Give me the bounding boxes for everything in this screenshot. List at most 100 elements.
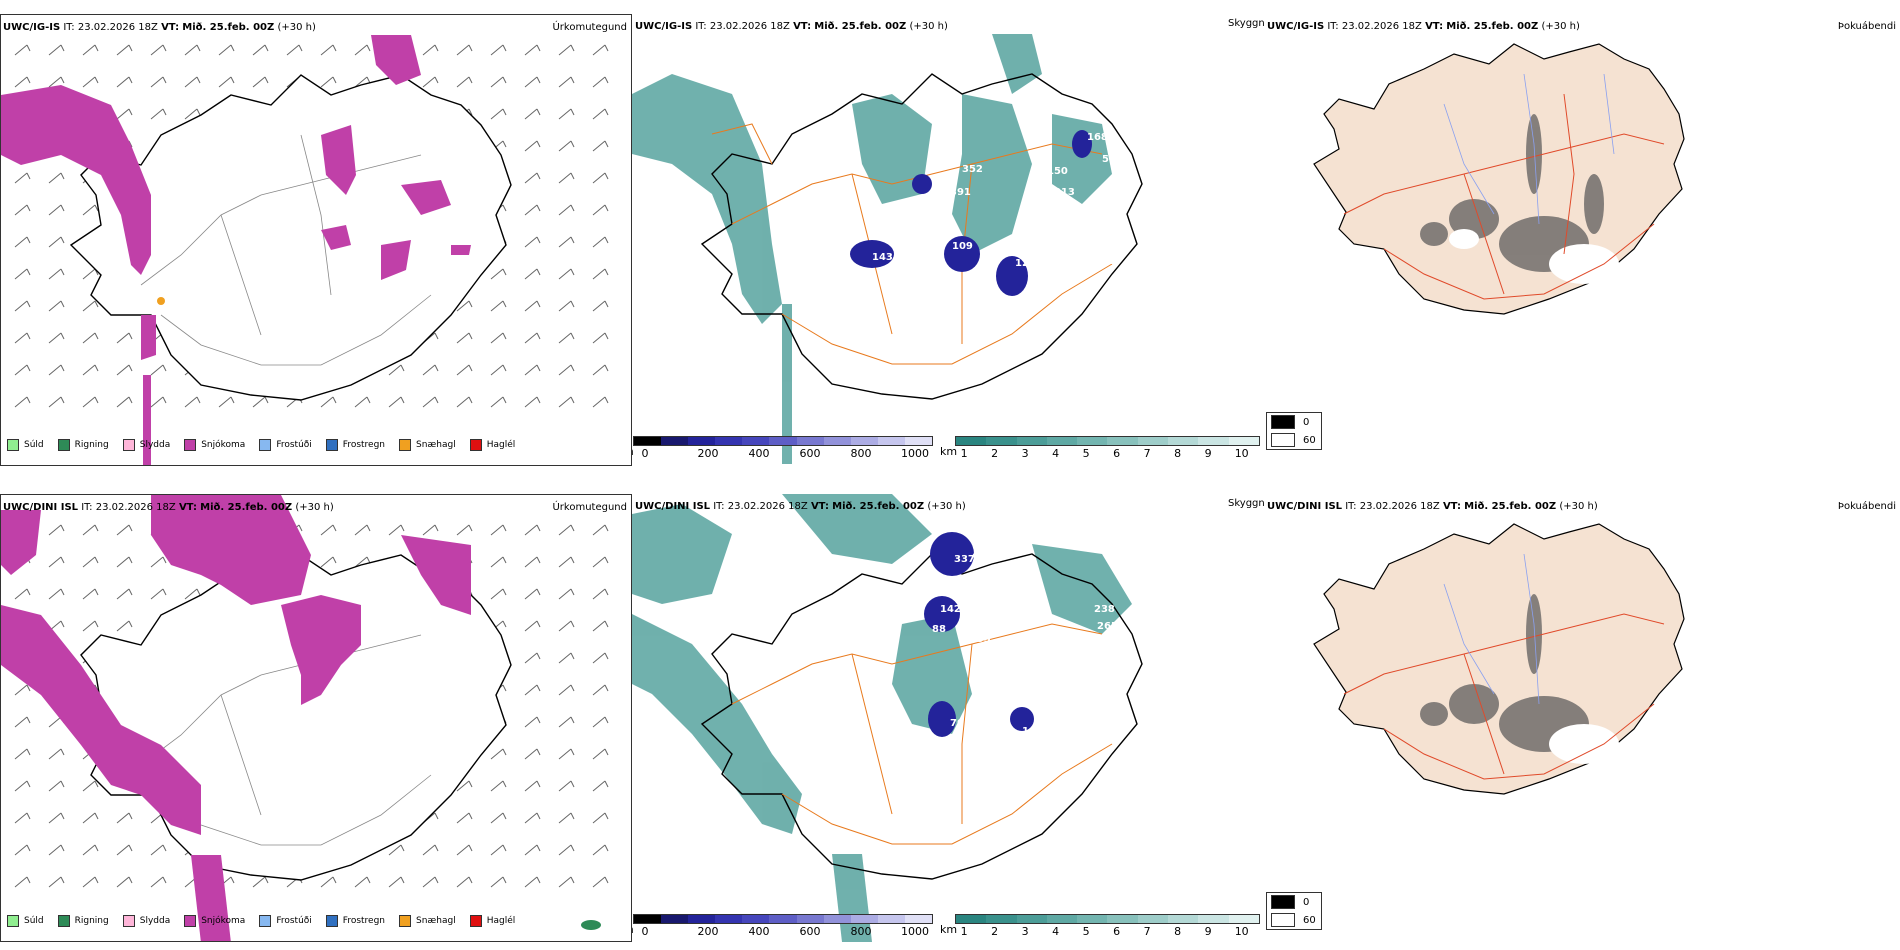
wind-barb: [558, 876, 575, 888]
wind-barb: [14, 236, 31, 248]
scale-tick-label: 800: [850, 925, 872, 938]
wind-barb: [558, 652, 575, 664]
wind-barb: [524, 364, 541, 376]
scale-swatch: [986, 915, 1017, 923]
scale-swatch: [1198, 437, 1229, 445]
scale-swatch: [1077, 915, 1108, 923]
precip-title-bottom: Úrkomutegund: [552, 502, 627, 513]
wind-barb: [592, 172, 609, 184]
wind-barb: [354, 524, 371, 536]
wind-barb: [558, 620, 575, 632]
rivers: [1443, 553, 1540, 705]
wind-barb: [592, 652, 609, 664]
wind-barb: [592, 396, 609, 408]
scale-tick-label: 6: [1113, 447, 1121, 460]
scale-swatch: [742, 437, 770, 445]
cloud-base-label: 213: [1054, 187, 1075, 198]
wind-barb: [150, 876, 167, 888]
wind-barb: [456, 780, 473, 792]
wind-barb: [14, 588, 31, 600]
roads: [731, 623, 1113, 845]
wind-barb: [82, 556, 99, 568]
precip-map-bottom: UWC/DINI ISL IT: 23.02.2026 18Z VT: Mið.…: [0, 494, 632, 942]
cloud-base-label: 193: [970, 634, 991, 645]
rain-spot: [581, 920, 601, 930]
scale-swatch: [1107, 437, 1138, 445]
wind-barb: [558, 844, 575, 856]
fog-map-bottom: UWC/DINI ISL IT: 23.02.2026 18Z VT: Mið.…: [1264, 494, 1900, 890]
scale-tick-label: 200: [697, 447, 719, 460]
wind-barb: [354, 876, 371, 888]
wind-barb: [354, 76, 371, 88]
scale-swatch: [715, 915, 743, 923]
wind-barb: [558, 396, 575, 408]
cloud-base-label: 89: [998, 642, 1012, 653]
cloud-map-top: 352 391 100 143 109 43 129 150 213 147 81 15 168 570 6…: [632, 14, 1264, 466]
wind-barb: [490, 812, 507, 824]
wind-barb: [48, 588, 65, 600]
wind-barb: [490, 588, 507, 600]
wind-barb: [456, 876, 473, 888]
scale-swatch: [769, 915, 797, 923]
wind-barb: [524, 716, 541, 728]
wind-barb: [490, 300, 507, 312]
scale-tick-label: 3: [1021, 447, 1029, 460]
wind-barb: [218, 44, 235, 56]
wind-barb: [48, 524, 65, 536]
wind-barb: [48, 172, 65, 184]
scale-swatch: [823, 437, 851, 445]
legend-item: Slydda: [122, 439, 170, 451]
scale-swatch: [1016, 437, 1047, 445]
scale-swatch: [823, 915, 851, 923]
wind-barb: [490, 108, 507, 120]
wind-barb: [490, 524, 507, 536]
wind-barb: [320, 524, 337, 536]
wind-barb: [558, 812, 575, 824]
wind-barb: [48, 812, 65, 824]
cloud-base-label: 570: [1102, 154, 1123, 165]
wind-barb: [524, 396, 541, 408]
scale-swatch: [1228, 437, 1259, 445]
wind-barb: [150, 76, 167, 88]
wind-barb: [490, 332, 507, 344]
cloud-title-bottom: Skyggni: [1228, 498, 1264, 509]
scale-swatch: [877, 437, 905, 445]
wind-barb: [48, 844, 65, 856]
roads: [140, 134, 432, 366]
wind-barb: [422, 44, 439, 56]
wind-barb: [14, 684, 31, 696]
cloud-base-label: 147: [1022, 726, 1043, 737]
wind-barb: [558, 268, 575, 280]
wind-barb: [116, 812, 133, 824]
hail-spot: [157, 297, 165, 305]
scale-tick-label: 0: [641, 925, 649, 938]
precip-map-top: UWC/IG-IS IT: 23.02.2026 18Z VT: Mið. 25…: [0, 14, 632, 466]
scale-swatch: [850, 437, 878, 445]
cloud-base-label: 100: [890, 234, 911, 245]
wind-barb: [116, 76, 133, 88]
wind-barb: [456, 844, 473, 856]
wind-barb: [524, 748, 541, 760]
wind-barb: [48, 780, 65, 792]
wind-barb: [456, 44, 473, 56]
scale-tick-label: 2: [991, 447, 999, 460]
wind-barb: [592, 364, 609, 376]
scale-swatch: [1168, 915, 1199, 923]
wind-barb: [558, 172, 575, 184]
cloud-base-label: 783: [782, 852, 803, 863]
wind-barb: [592, 716, 609, 728]
wind-barb: [116, 108, 133, 120]
fog-map-bottom-canvas: [1313, 523, 1685, 795]
wind-barb: [14, 716, 31, 728]
wind-barb: [524, 524, 541, 536]
wind-barb: [558, 140, 575, 152]
scale-swatch: [850, 915, 878, 923]
wind-barb: [422, 396, 439, 408]
scale-tick-label: 8: [1174, 925, 1182, 938]
wind-barb: [490, 396, 507, 408]
glaciers: [1449, 229, 1619, 284]
legend-item: Frostúði: [259, 439, 312, 451]
cloud-header-bottom: UWC/DINI ISL IT: 23.02.2026 18Z VT: Mið.…: [635, 501, 966, 512]
wind-barb: [388, 364, 405, 376]
wind-barb: [592, 748, 609, 760]
